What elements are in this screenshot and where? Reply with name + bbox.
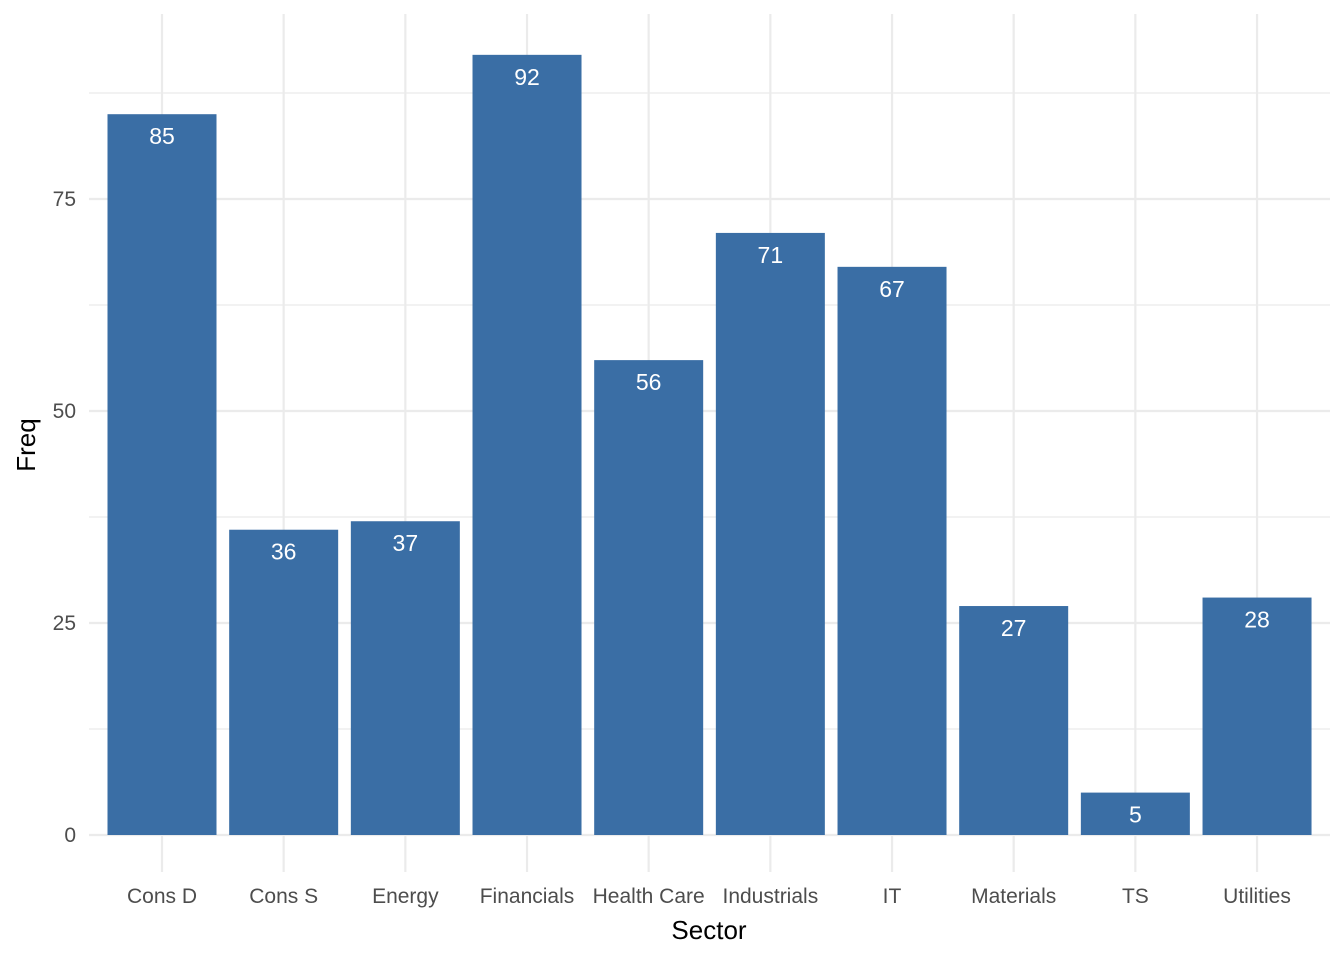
y-tick-label: 50 [53, 400, 76, 423]
bar [715, 232, 825, 836]
bar [837, 266, 947, 836]
bars [107, 54, 1312, 836]
bar [594, 360, 704, 835]
bar [350, 521, 460, 835]
bar-value-label: 28 [1244, 607, 1270, 633]
x-tick-label: IT [883, 885, 902, 908]
x-tick-label: TS [1122, 885, 1149, 908]
bar-value-label: 67 [879, 276, 905, 302]
x-tick-label: Energy [372, 885, 439, 908]
y-axis-title: Freq [11, 418, 41, 471]
x-tick-label: Cons S [249, 885, 318, 908]
y-tick-label: 75 [53, 188, 76, 211]
bar-value-label: 56 [636, 369, 662, 395]
bar [959, 606, 1069, 835]
y-tick-label: 0 [64, 824, 76, 847]
bar [229, 529, 339, 835]
bar-value-label: 36 [271, 539, 297, 565]
bar-value-label: 92 [514, 64, 540, 90]
x-tick-labels: Cons D Cons S Energy Financials Health Care I… [127, 885, 1291, 908]
x-tick-label: Health Care [593, 885, 705, 908]
bar [472, 54, 582, 835]
y-tick-labels: 0 25 50 75 [53, 188, 76, 847]
bar-value-label: 85 [149, 123, 175, 149]
bar [107, 114, 217, 835]
bar-value-labels: 85 36 37 92 56 71 67 27 5 28 [149, 64, 1270, 828]
bar-value-label: 27 [1001, 615, 1027, 641]
x-tick-label: Utilities [1223, 885, 1291, 908]
x-tick-label: Cons D [127, 885, 197, 908]
minor-gridlines [89, 92, 1330, 730]
y-tick-label: 25 [53, 612, 76, 635]
bar-value-label: 71 [758, 242, 784, 268]
bar-value-label: 5 [1129, 802, 1142, 828]
bar [1080, 792, 1190, 835]
x-axis-title: Sector [671, 915, 746, 945]
x-tick-label: Financials [480, 885, 575, 908]
bar-value-label: 37 [393, 530, 419, 556]
x-tick-label: Industrials [722, 885, 818, 908]
bar [1202, 597, 1312, 835]
x-tick-label: Materials [971, 885, 1056, 908]
